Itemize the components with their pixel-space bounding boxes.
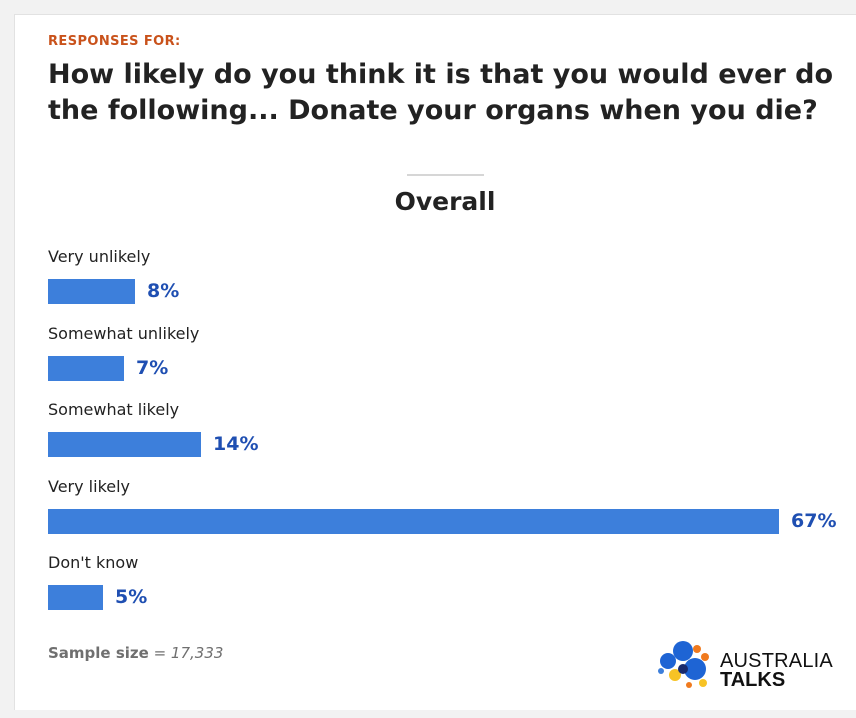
question-title: How likely do you think it is that you w…: [48, 59, 834, 126]
logo-word-talks: TALKS: [720, 669, 786, 691]
logo-dot: [701, 653, 709, 661]
logo-dot: [669, 669, 681, 681]
category-label: Very unlikely: [48, 247, 151, 266]
value-label: 5%: [115, 586, 148, 609]
value-label: 67%: [791, 509, 837, 532]
category-label: Very likely: [48, 476, 131, 496]
bar: [48, 585, 103, 611]
logo-dot: [678, 664, 688, 674]
poll-card: RESPONSES FOR: How likely do you think i…: [14, 14, 856, 710]
bar: [48, 432, 201, 458]
logo-dot: [686, 682, 692, 688]
section-divider: [407, 174, 484, 176]
sample-size-label: Sample size: [48, 644, 149, 662]
category-label: Somewhat unlikely: [48, 323, 200, 343]
value-label: 8%: [147, 280, 180, 302]
logo-word-australia: AUSTRALIA: [720, 650, 833, 672]
logo-dot: [660, 653, 676, 669]
bar: [48, 355, 124, 381]
logo-dot: [673, 641, 693, 661]
logo-dot: [658, 668, 664, 674]
category-label: Don't know: [48, 553, 139, 573]
eyebrow-label: RESPONSES FOR:: [48, 34, 181, 49]
sample-size: Sample size = 17,333: [48, 644, 223, 662]
value-label: 14%: [213, 433, 259, 456]
section-title: Overall: [394, 187, 496, 216]
bar: [48, 279, 135, 304]
sample-size-value: = 17,333: [153, 644, 224, 662]
logo-dot: [684, 658, 706, 680]
category-label: Somewhat likely: [48, 400, 180, 420]
bar: [48, 508, 779, 534]
logo-dot: [699, 679, 707, 687]
value-label: 7%: [136, 356, 169, 379]
australia-talks-logo-icon: [658, 641, 709, 688]
logo-dot: [693, 645, 701, 653]
